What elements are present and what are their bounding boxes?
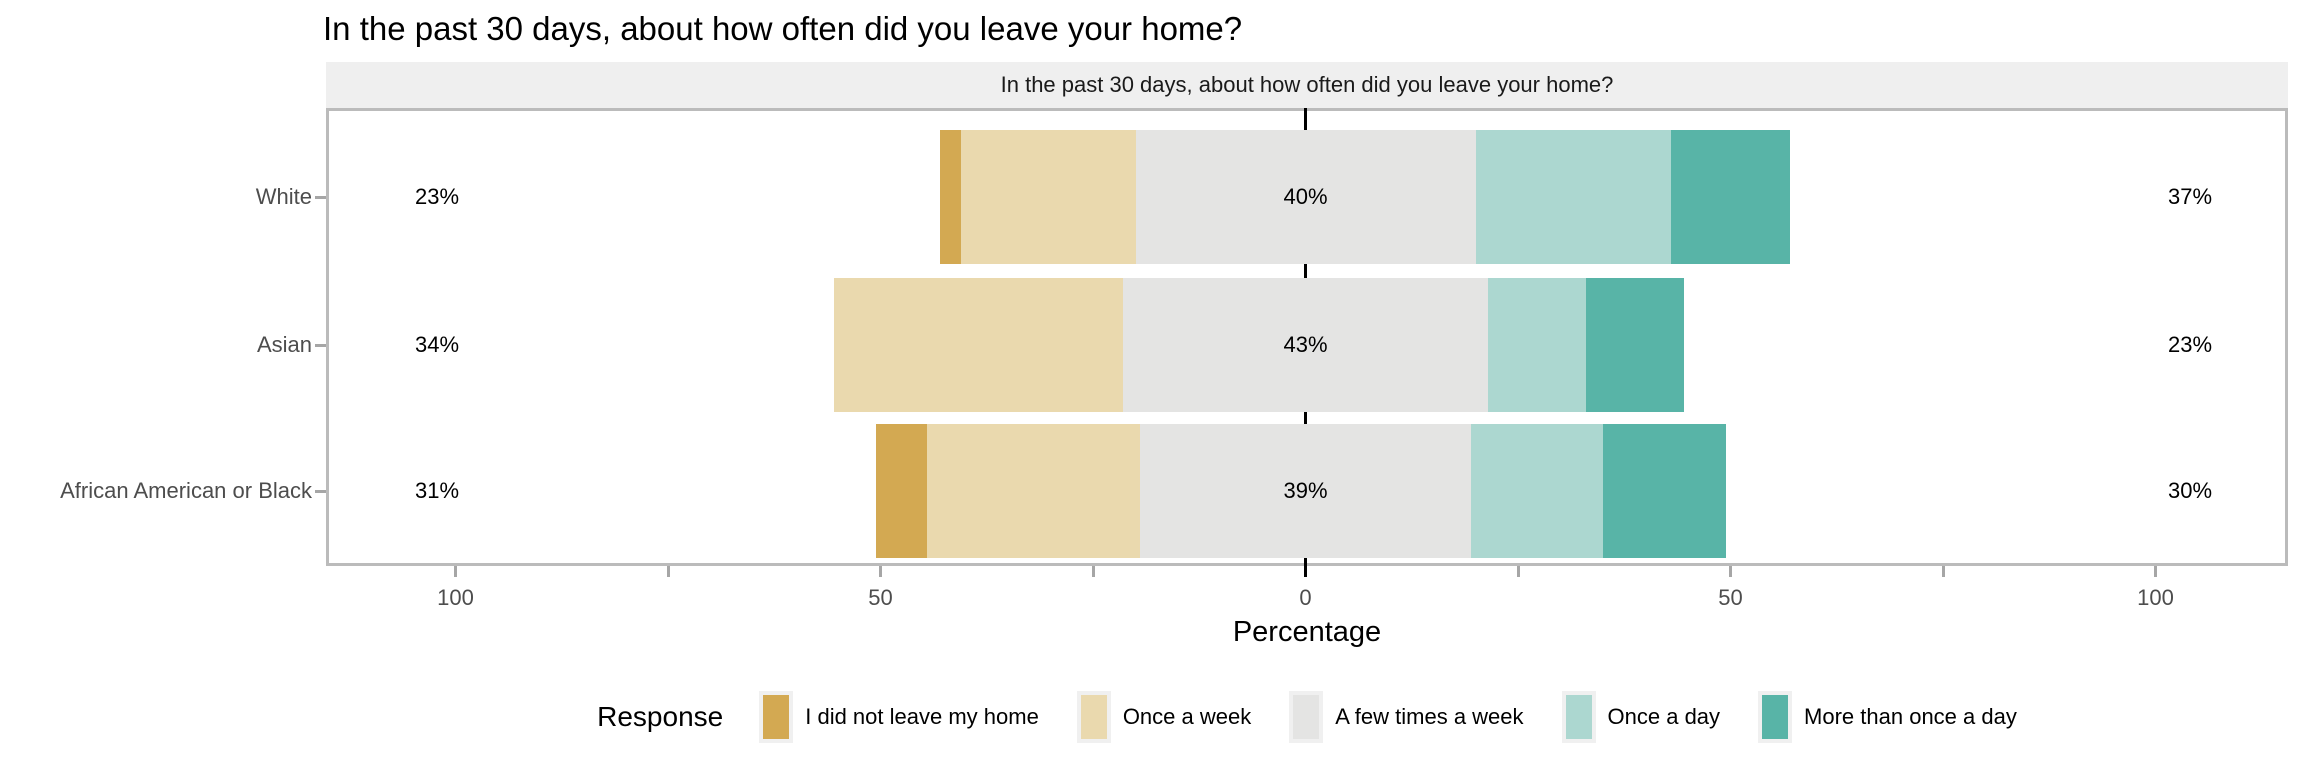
bar-label-right: 23% — [2167, 332, 2213, 357]
legend-key — [1561, 691, 1596, 743]
x-axis-tick — [1729, 566, 1732, 577]
legend-title: Response — [597, 701, 724, 732]
x-axis-tick — [454, 566, 457, 577]
bar-segment-3 — [1135, 130, 1476, 264]
bar-label-left: 31% — [414, 478, 460, 503]
facet-strip: In the past 30 days, about how often did… — [326, 62, 2288, 108]
bar-label-center: 40% — [1283, 184, 1328, 209]
x-axis-tick — [879, 566, 882, 577]
bar-segment-5 — [1586, 278, 1684, 412]
legend-label: More than once a day — [1804, 704, 2017, 729]
bar-label-center: 43% — [1283, 332, 1328, 357]
y-axis-label: White — [255, 184, 312, 209]
bar-segment-2 — [833, 278, 1123, 412]
legend-swatch — [1762, 695, 1789, 739]
x-axis-tick — [1091, 566, 1095, 577]
legend-item: Once a week — [1076, 691, 1252, 743]
legend-item: I did not leave my home — [759, 691, 1039, 743]
bar-row — [876, 424, 1727, 558]
legend-item: A few times a week — [1289, 691, 1524, 743]
y-axis-tick — [315, 195, 326, 199]
x-axis-tick — [1516, 566, 1520, 577]
bar-segment-4 — [1475, 130, 1671, 264]
x-axis-tick-label: 0 — [1299, 585, 1312, 610]
y-axis-label: Asian — [256, 332, 312, 357]
y-axis-tick — [315, 489, 326, 493]
bar-label-center: 39% — [1283, 478, 1328, 503]
bar-segment-3 — [1139, 424, 1472, 558]
x-axis-tick — [1941, 566, 1945, 577]
bar-segment-4 — [1471, 424, 1603, 558]
legend-key — [759, 691, 794, 743]
bar-label-right: 37% — [2167, 184, 2213, 209]
x-axis-tick-label: 100 — [2137, 585, 2174, 610]
legend-key — [1758, 691, 1793, 743]
x-axis-tick — [2154, 566, 2157, 577]
bar-segment-4 — [1488, 278, 1586, 412]
bar-segment-5 — [1603, 424, 1727, 558]
legend-swatch — [1565, 695, 1592, 739]
chart-title: In the past 30 days, about how often did… — [323, 10, 1243, 47]
legend-key — [1289, 691, 1324, 743]
bar-segment-3 — [1122, 278, 1489, 412]
legend-label: A few times a week — [1335, 704, 1524, 729]
legend-key — [1076, 691, 1111, 743]
bar-segment-2 — [961, 130, 1136, 264]
bar-segment-2 — [927, 424, 1140, 558]
legend-label: I did not leave my home — [805, 704, 1039, 729]
x-axis-title: Percentage — [1232, 616, 1382, 648]
y-axis-label: African American or Black — [60, 478, 312, 503]
legend-swatch — [1080, 695, 1107, 739]
bar-row — [833, 278, 1684, 412]
bar-label-left: 23% — [414, 184, 460, 209]
x-axis-tick-label: 50 — [1718, 585, 1743, 610]
bar-segment-1 — [940, 130, 962, 264]
bar-row — [940, 130, 1790, 264]
x-axis-tick — [666, 566, 670, 577]
legend-label: Once a week — [1122, 704, 1252, 729]
x-axis-tick-label: 50 — [868, 585, 893, 610]
legend-swatch — [1293, 695, 1320, 739]
bar-segment-5 — [1671, 130, 1790, 264]
y-axis-tick — [315, 343, 326, 347]
x-axis-tick-label: 100 — [437, 585, 474, 610]
legend-swatch — [763, 695, 790, 739]
legend-item: Once a day — [1561, 691, 1721, 743]
bar-label-left: 34% — [414, 332, 460, 357]
legend-item: More than once a day — [1758, 691, 2017, 743]
bar-segment-1 — [876, 424, 928, 558]
legend: Response I did not leave my home Once a w… — [326, 688, 2288, 746]
legend-label: Once a day — [1607, 704, 1721, 729]
facet-strip-label: In the past 30 days, about how often did… — [1000, 72, 1614, 97]
bar-label-right: 30% — [2167, 478, 2213, 503]
